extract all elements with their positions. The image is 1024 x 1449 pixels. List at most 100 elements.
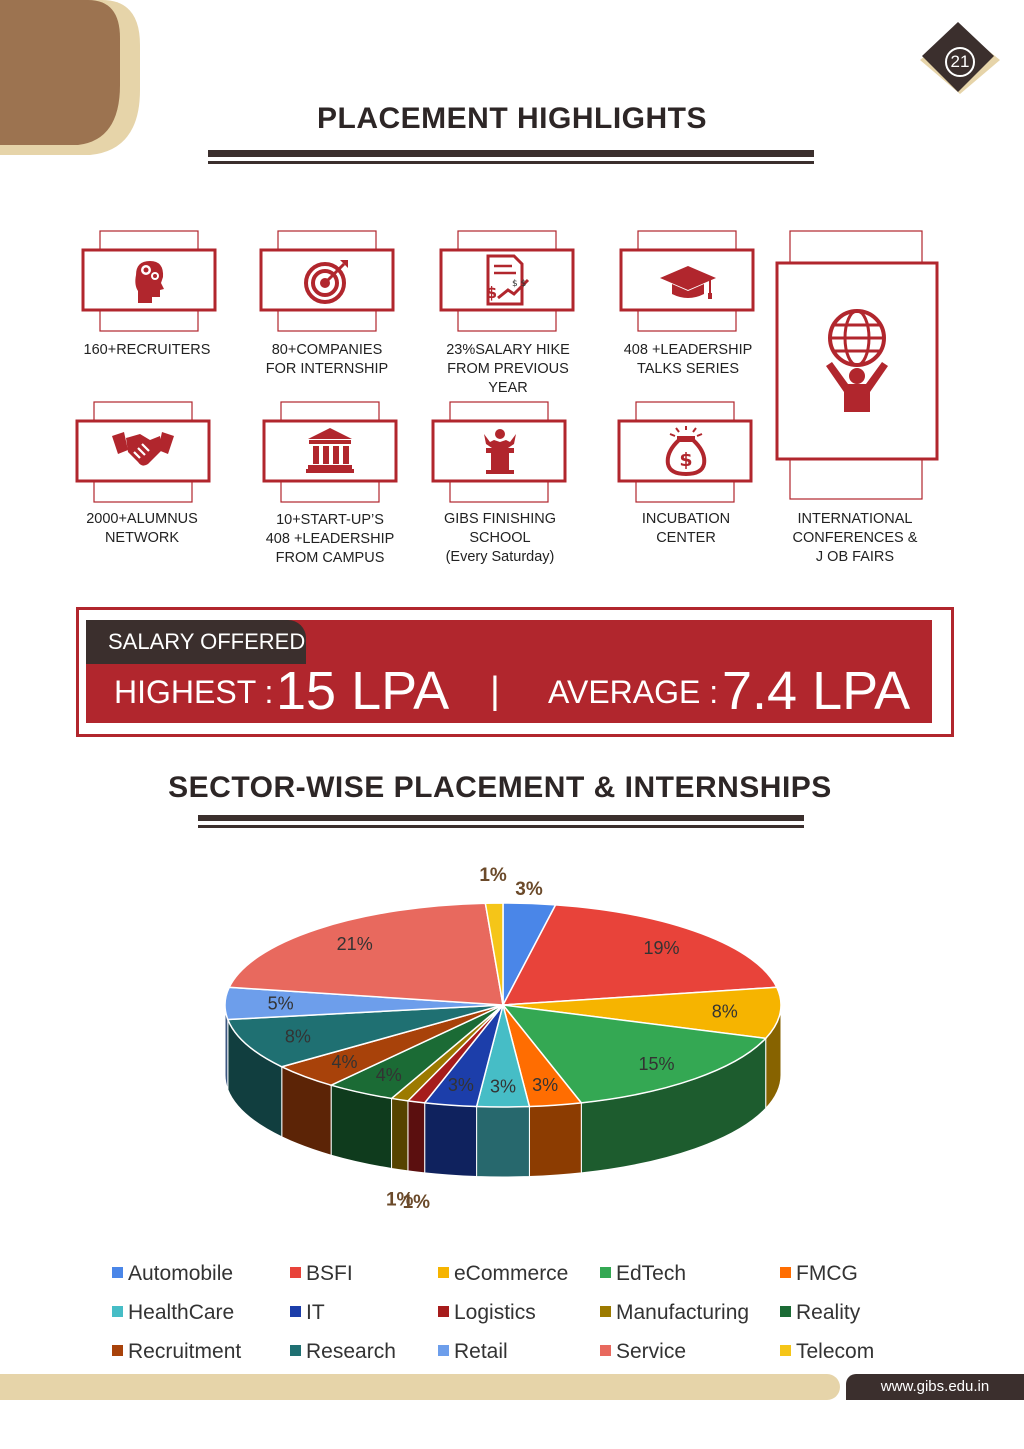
pie-side-fmcg [528,1102,582,1178]
legend-item-reality: Reality [780,1301,860,1325]
legend-swatch [290,1306,301,1317]
legend-swatch [438,1267,449,1278]
legend-item-it: IT [290,1301,325,1325]
legend-item-bsfi: BSFI [290,1262,353,1286]
globe-person-icon [826,309,888,412]
corner-decoration [0,0,140,155]
sector-title: SECTOR-WISE PLACEMENT & INTERNSHIPS [168,771,832,804]
pie-slice-telecom [484,902,504,1006]
pie-slice-service [228,902,504,1006]
pie-label-telecom: 1% [479,865,507,886]
feature-label-startups: 10+START-UP’S 408 +LEADERSHIP FROM CAMPUS [265,512,395,566]
svg-text:$ $: $ $ [512,279,526,289]
feature-label-recruiters: 160+RECRUITERS [83,342,211,358]
pie-label-research: 8% [285,1027,311,1047]
legend-label: Logistics [454,1301,536,1324]
legend-label: Research [306,1340,396,1363]
legend-label: Telecom [796,1340,875,1363]
legend-swatch [112,1267,123,1278]
salary-separator: | [490,670,500,712]
highest-value: 15 LPA [276,661,450,721]
bank-building-icon [306,428,354,473]
pie-side-healthcare [476,1106,530,1178]
page-badge [920,22,1000,94]
money-bag-icon: $ [665,426,707,476]
legend-label: Automobile [128,1262,234,1285]
legend-label: Reality [796,1301,861,1324]
legend-swatch [780,1345,791,1356]
pie-label-bsfi: 19% [643,938,679,958]
pie-slice-research [226,1004,504,1068]
highest-label: HIGHEST : [114,674,274,710]
legend-item-service: Service [600,1340,686,1364]
legend-item-edtech: EdTech [600,1262,686,1286]
legend-item-telecom: Telecom [780,1340,874,1364]
legend-label: BSFI [306,1262,353,1285]
sector-rule-thick [198,815,804,821]
pie-slice-bsfi [501,904,778,1006]
legend-item-automobile: Automobile [112,1262,233,1286]
pie-label-retail: 5% [268,994,294,1014]
legend-label: FMCG [796,1262,858,1285]
legend-swatch [112,1306,123,1317]
title-rule-thick [208,150,814,157]
legend-swatch [780,1306,791,1317]
legend-label: eCommerce [454,1262,569,1285]
pie-label-fmcg: 3% [532,1075,558,1095]
title-rule-thin [208,161,814,164]
salary-tab: SALARY OFFERED [86,620,306,664]
legend-label: Recruitment [128,1340,242,1363]
legend-item-logistics: Logistics [438,1301,536,1325]
pie-side-it [424,1102,478,1178]
legend-item-fmcg: FMCG [780,1262,858,1286]
legend-item-retail: Retail [438,1340,508,1364]
legend-item-recruitment: Recruitment [112,1340,241,1364]
feature-label-salary-hike: 23%SALARY HIKE FROM PREVIOUS YEAR [446,342,570,396]
legend-item-healthcare: HealthCare [112,1301,234,1325]
svg-text:$: $ [486,283,497,302]
head-gears-icon [135,261,164,303]
legend-swatch [780,1267,791,1278]
feature-label-finishing-school: GIBS FINISHING SCHOOL (Every Saturday) [444,511,556,565]
pie-label-recruitment: 4% [331,1052,357,1072]
target-icon [304,260,348,304]
pie-side-manufacturing [391,1097,409,1172]
legend-swatch [600,1306,611,1317]
legend-swatch [290,1267,301,1278]
sector-rule-thin [198,825,804,828]
feature-frame-international [775,230,939,500]
legend-label: EdTech [616,1262,687,1285]
legend-item-manufacturing: Manufacturing [600,1301,749,1325]
average-value: 7.4 LPA [722,661,911,721]
pie-label-it: 3% [448,1075,474,1095]
pie-side-logistics [407,1100,426,1174]
pie-slice-edtech [501,1004,768,1104]
pie-label-automobile: 3% [515,879,543,900]
feature-label-alumnus: 2000+ALUMNUS NETWORK [86,511,198,546]
legend-item-research: Research [290,1340,396,1364]
pie-label-reality: 4% [376,1065,402,1085]
legend-swatch [290,1345,301,1356]
pie-slice-ecommerce [502,986,782,1040]
feature-label-internship: 80+COMPANIES FOR INTERNSHIP [265,342,389,377]
legend-swatch [600,1345,611,1356]
svg-text:$: $ [679,449,692,471]
footer-bar [0,1374,840,1400]
legend-label: Retail [454,1340,508,1363]
legend-swatch [438,1345,449,1356]
page-title: PLACEMENT HIGHLIGHTS [317,102,707,135]
legend-swatch [112,1345,123,1356]
handshake-icon [112,432,174,466]
legend-swatch [438,1306,449,1317]
sector-pie-chart: 3%19%8%15%3%3%3%1%1%4%4%8%5%21%1% [224,865,782,1213]
pie-label-service: 21% [337,934,373,954]
salary-document-icon: $ $ $ [486,254,530,306]
pie-label-edtech: 15% [638,1054,674,1074]
graduation-cap-icon [660,266,716,299]
feature-label-international: INTERNATIONAL CONFERENCES & J OB FAIRS [792,511,918,565]
footer-url[interactable]: www.gibs.edu.in [846,1374,1024,1400]
legend-label: Service [616,1340,687,1363]
legend-item-ecommerce: eCommerce [438,1262,568,1286]
legend-label: IT [306,1301,325,1324]
average-label: AVERAGE : [548,674,719,710]
